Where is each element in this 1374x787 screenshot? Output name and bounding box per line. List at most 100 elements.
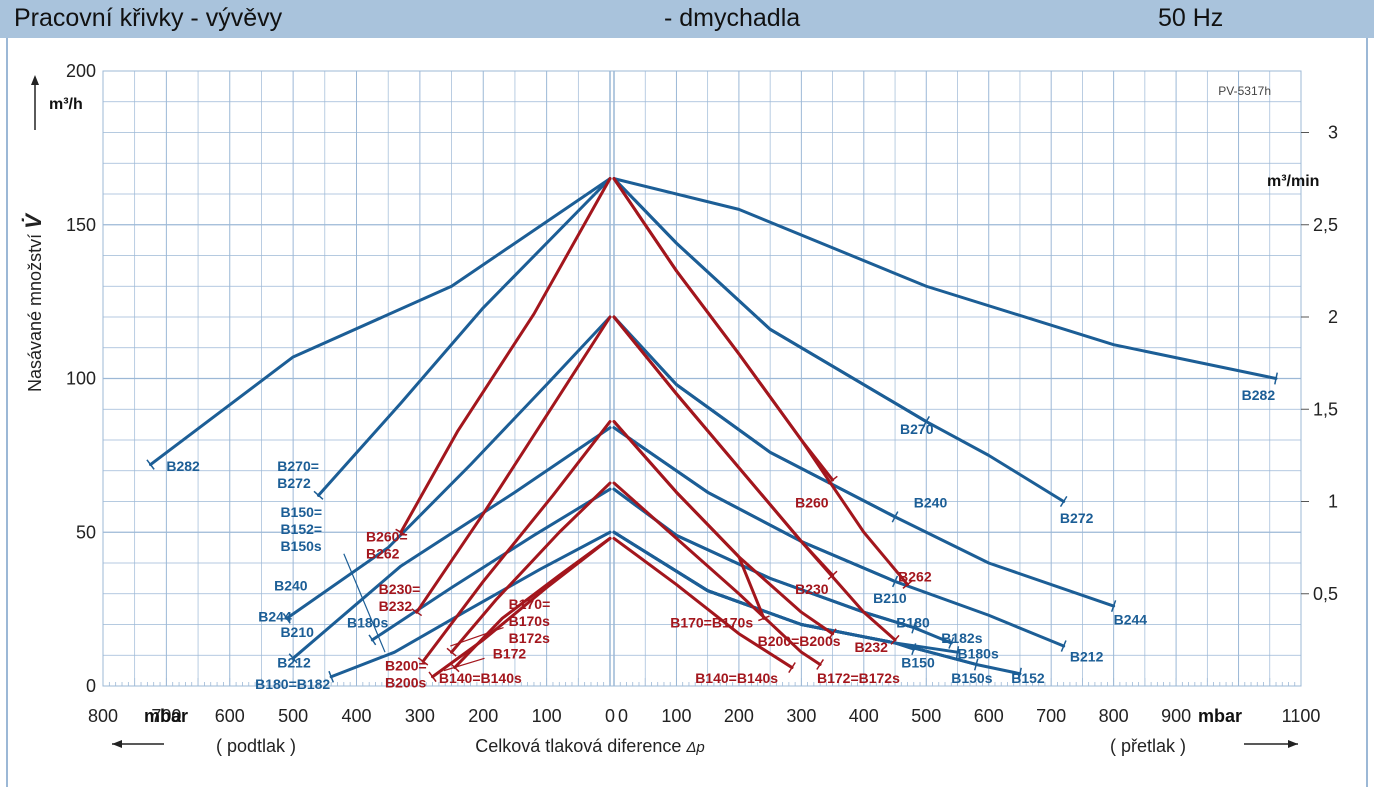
x-unit-right: mbar bbox=[1198, 706, 1242, 726]
pressure-curve-b152 bbox=[612, 530, 1022, 676]
y-right-tick-label: 2,5 bbox=[1313, 215, 1338, 235]
curve-label-line: B230= bbox=[379, 581, 421, 597]
curve-end-marker bbox=[288, 653, 298, 664]
pressure-label: B170=B170s bbox=[670, 615, 753, 631]
curve-label-line: B210 bbox=[280, 624, 314, 640]
leader-line bbox=[343, 553, 386, 653]
pressure-label: B262 bbox=[898, 568, 932, 584]
curve-label-line: B170= bbox=[509, 596, 551, 612]
arrow-right-head bbox=[1288, 740, 1298, 748]
vacuum-curve-b200-b200s bbox=[421, 420, 612, 663]
pressure-curve-b172-b172s bbox=[612, 481, 822, 666]
curve-label-line: B210 bbox=[873, 590, 907, 606]
pressure-label: B210 bbox=[873, 590, 907, 606]
pressure-curve-b200-b200s bbox=[612, 420, 835, 636]
x-tick-label: 800 bbox=[1099, 706, 1129, 726]
x-tick-label: 400 bbox=[849, 706, 879, 726]
curve-label-line: B180=B182 bbox=[255, 676, 330, 692]
x-tick-label: 700 bbox=[1036, 706, 1066, 726]
curve-end-marker bbox=[146, 459, 155, 470]
curve-end-marker bbox=[1017, 667, 1022, 680]
vacuum-label: B212 bbox=[277, 655, 311, 671]
curves bbox=[146, 177, 1278, 683]
curve-end-marker bbox=[282, 612, 291, 624]
curve-end-marker bbox=[828, 628, 837, 640]
pressure-label: B172=B172s bbox=[817, 670, 900, 686]
pressure-label: B230 bbox=[795, 581, 829, 597]
pressure-label: B150 bbox=[901, 655, 935, 671]
vacuum-curve-b140-b140s bbox=[431, 536, 612, 679]
x-tick-label: 700 bbox=[151, 706, 181, 726]
pressure-curve-b232 bbox=[612, 315, 897, 642]
axis-labels: 0 50 100 150 200 0,5 1 1,5 2 2,5 3 800 700 600 500 400 3… bbox=[21, 61, 1338, 756]
y-tick-label: 0 bbox=[86, 676, 96, 696]
pressure-curve-b272 bbox=[612, 177, 1066, 503]
vacuum-curve-b282 bbox=[149, 177, 612, 467]
pressure-curve-b140-b140s bbox=[612, 536, 794, 670]
curve-label-line: B232 bbox=[379, 598, 413, 614]
curve-label-line: B200=B200s bbox=[758, 633, 841, 649]
pressure-label: B150s bbox=[951, 670, 992, 686]
y-right-tick-label: 1 bbox=[1328, 492, 1338, 512]
vacuum-curve-b270-b272 bbox=[316, 177, 612, 497]
curve-end-marker bbox=[446, 647, 457, 657]
vacuum-label: B170= B170s B172s bbox=[509, 596, 551, 646]
vacuum-label: B282 bbox=[166, 458, 200, 474]
header-frequency: 50 Hz bbox=[1158, 4, 1224, 32]
curve-label-line: B170=B170s bbox=[670, 615, 753, 631]
y-right-tick-label: 2 bbox=[1328, 307, 1338, 327]
vacuum-label: B200= B200s bbox=[385, 658, 427, 691]
y-right-tick-label: 0,5 bbox=[1313, 584, 1338, 604]
pressure-label: B152 bbox=[1011, 670, 1045, 686]
chart-header: Pracovní křivky - vývěvy - dmychadla 50 … bbox=[0, 0, 1374, 38]
x-tick-label: 600 bbox=[974, 706, 1004, 726]
vacuum-label: B180=B182 bbox=[255, 676, 330, 692]
x-tick-label: 300 bbox=[786, 706, 816, 726]
vacuum-label: B244 bbox=[258, 608, 292, 624]
curve-end-marker bbox=[411, 608, 423, 617]
vacuum-label: B180s bbox=[347, 615, 388, 631]
x-tick-label: 1100 bbox=[1282, 706, 1321, 726]
region-label-pressure: ( přetlak ) bbox=[1110, 736, 1186, 756]
x-tick-label: 900 bbox=[1161, 706, 1191, 726]
curve-label-line: B150s bbox=[951, 670, 992, 686]
pressure-label: B270 bbox=[900, 421, 934, 437]
chart-code: PV-5317h bbox=[1218, 84, 1271, 98]
curve-label-line: B240 bbox=[914, 495, 948, 511]
curve-label-line: B262 bbox=[898, 568, 932, 584]
pressure-label: B272 bbox=[1060, 510, 1094, 526]
y-tick-label: 100 bbox=[66, 369, 96, 389]
curve-end-marker bbox=[890, 634, 900, 645]
curve-label-line: B260= bbox=[366, 528, 408, 544]
vacuum-curve-b210-b212 bbox=[291, 426, 612, 660]
curve-label-line: B212 bbox=[1070, 648, 1104, 664]
vacuum-curve-b240-b244 bbox=[285, 315, 612, 620]
vacuum-label: B230= B232 bbox=[379, 581, 421, 614]
vacuum-curve-b260-b262 bbox=[399, 177, 612, 534]
curve-label-line: B180s bbox=[347, 615, 388, 631]
curve-label-line: B282 bbox=[166, 458, 200, 474]
curve-label-line: B152= bbox=[280, 521, 322, 537]
curve-label-line: B272 bbox=[1060, 510, 1094, 526]
curve-label-line: B152 bbox=[1011, 670, 1045, 686]
curve-end-marker bbox=[428, 671, 437, 683]
curve-end-marker bbox=[902, 580, 913, 589]
curve-label-line: B172s bbox=[509, 630, 550, 646]
curve-end-marker bbox=[368, 634, 377, 646]
curve-label-line: B180s bbox=[958, 645, 999, 661]
x-tick-label: 0 bbox=[618, 706, 628, 726]
curve-label-line: B212 bbox=[277, 655, 311, 671]
y-axis-label: Nasávané množství V̇ bbox=[21, 212, 46, 392]
curve-end-marker bbox=[417, 657, 429, 666]
curve-label-line: B270 bbox=[900, 421, 934, 437]
curve-end-marker bbox=[1274, 372, 1278, 385]
vacuum-label: B150= B152= B150s bbox=[280, 504, 322, 554]
pressure-label: B240 bbox=[914, 495, 948, 511]
curve-label-line: B182s bbox=[941, 630, 982, 646]
vacuum-label: B240 bbox=[274, 578, 308, 594]
curve-label-line: B232 bbox=[854, 639, 888, 655]
x-tick-label: 300 bbox=[405, 706, 435, 726]
x-tick-label: 200 bbox=[724, 706, 754, 726]
